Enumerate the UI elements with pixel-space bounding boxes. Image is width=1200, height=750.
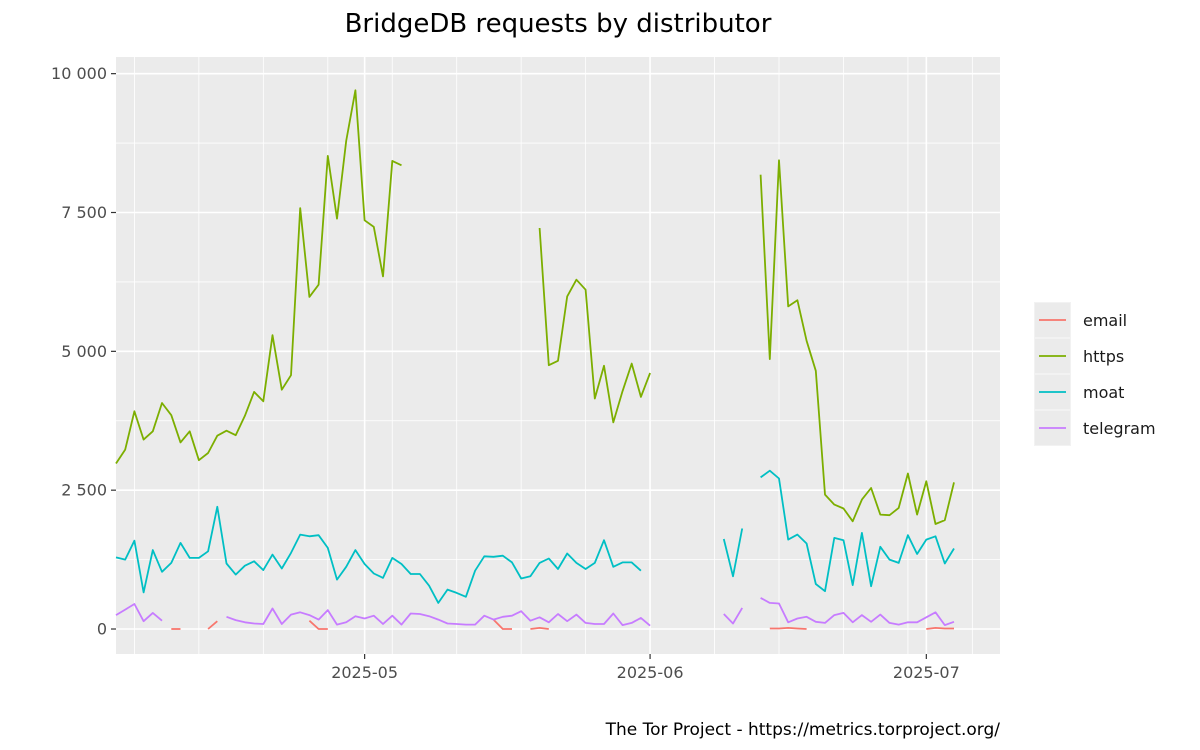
series-email xyxy=(171,618,954,630)
legend-label-telegram: telegram xyxy=(1083,419,1156,438)
chart-caption: The Tor Project - https://metrics.torpro… xyxy=(605,720,1001,740)
x-tick-label: 2025-05 xyxy=(331,663,398,682)
series-line-moat xyxy=(722,528,744,578)
series-telegram xyxy=(115,597,955,627)
series-line-https xyxy=(538,227,651,424)
x-tick-label: 2025-07 xyxy=(893,663,960,682)
series-line-telegram xyxy=(226,607,651,627)
series-line-telegram xyxy=(115,603,163,623)
series-line-email xyxy=(207,620,218,630)
major-gridlines xyxy=(116,57,1000,654)
legend: email https moat telegram xyxy=(1034,302,1156,446)
legend-label-https: https xyxy=(1083,347,1124,366)
y-axis: 0 2 500 5 000 7 500 10 000 xyxy=(51,64,116,639)
series-line-https xyxy=(759,159,955,525)
series-line-email xyxy=(492,618,512,630)
series-line-telegram xyxy=(723,607,743,625)
y-tick-label: 0 xyxy=(97,620,107,639)
series-line-email xyxy=(769,627,807,630)
series-line-https xyxy=(115,89,402,464)
series-line-moat xyxy=(115,505,642,604)
series-line-telegram xyxy=(760,597,955,626)
series-line-email xyxy=(530,627,549,630)
y-tick-label: 5 000 xyxy=(61,342,107,361)
y-tick-label: 10 000 xyxy=(51,64,107,83)
series-lines xyxy=(115,89,955,630)
series-https xyxy=(115,89,955,525)
y-tick-label: 2 500 xyxy=(61,481,107,500)
series-line-moat xyxy=(760,469,955,593)
minor-gridlines xyxy=(116,57,1000,654)
series-moat xyxy=(115,469,955,604)
x-axis: 2025-05 2025-06 2025-07 xyxy=(331,654,960,682)
legend-label-email: email xyxy=(1083,311,1127,330)
y-tick-label: 7 500 xyxy=(61,203,107,222)
legend-label-moat: moat xyxy=(1083,383,1124,402)
series-line-email xyxy=(926,627,954,630)
chart-title: BridgeDB requests by distributor xyxy=(345,9,772,39)
x-tick-label: 2025-06 xyxy=(617,663,684,682)
series-line-email xyxy=(308,620,328,630)
